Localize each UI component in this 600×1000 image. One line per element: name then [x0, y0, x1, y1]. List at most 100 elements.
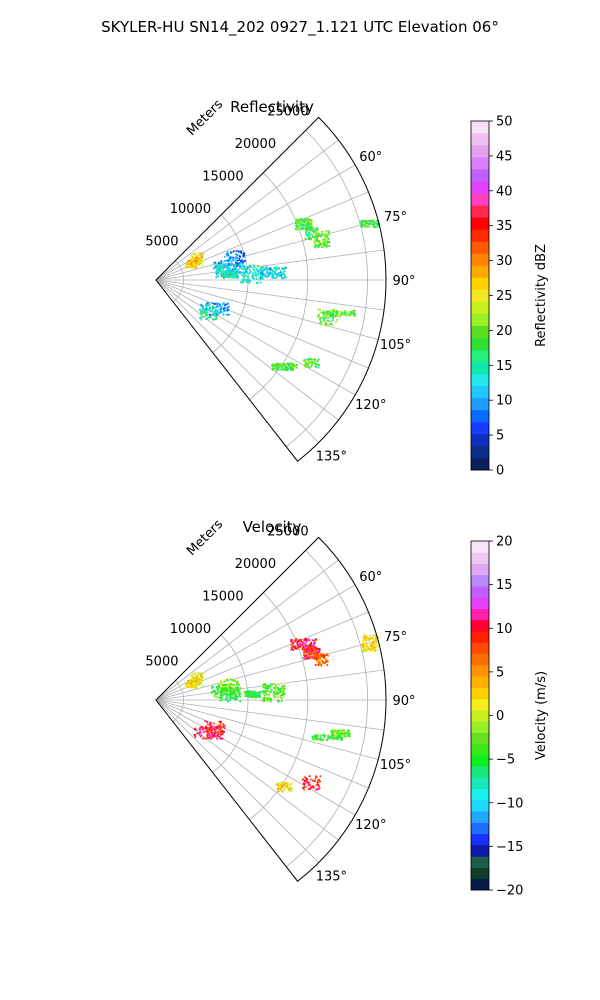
- echo-pixel: [199, 312, 202, 315]
- echo-pixel: [305, 779, 308, 782]
- echo-pixel: [283, 789, 285, 792]
- echo-pixel: [372, 225, 375, 228]
- echo-pixel: [229, 267, 231, 270]
- colorbar-segment: [471, 811, 489, 823]
- azimuth-tick-label: 120°: [355, 398, 386, 413]
- echo-pixel: [232, 267, 235, 270]
- echo-pixel: [199, 254, 202, 257]
- echo-pixel: [190, 266, 193, 269]
- echo-pixel: [220, 261, 223, 264]
- echo-pixel: [314, 638, 317, 641]
- echo-pixel: [361, 646, 364, 649]
- echo-pixel: [316, 228, 318, 230]
- echo-pixel: [220, 720, 222, 723]
- echo-pixel: [216, 305, 219, 308]
- echo-pixel: [232, 274, 235, 276]
- echo-pixel: [238, 694, 241, 697]
- echo-pixel: [307, 639, 310, 641]
- echo-pixel: [325, 244, 328, 246]
- echo-pixel: [280, 783, 283, 786]
- echo-pixel: [224, 272, 226, 275]
- echo-pixel: [328, 314, 331, 317]
- echo-pixel: [325, 315, 327, 318]
- echo-pixel: [285, 782, 287, 784]
- echo-pixel: [312, 647, 314, 650]
- echo-pixel: [317, 366, 320, 369]
- echo-pixel: [274, 696, 277, 699]
- echo-pixel: [304, 360, 307, 362]
- echo-pixel: [321, 230, 324, 233]
- colorbar-tick-label: 0: [496, 709, 504, 724]
- echo-pixel: [270, 269, 272, 271]
- echo-pixel: [231, 276, 234, 279]
- echo-pixel: [198, 681, 201, 683]
- echo-pixel: [295, 638, 298, 641]
- echo-pixel: [266, 271, 269, 274]
- echo-pixel: [206, 736, 209, 739]
- echo-pixel: [225, 253, 228, 255]
- echo-pixel: [318, 648, 321, 651]
- echo-pixel: [210, 737, 212, 740]
- echo-pixel: [375, 638, 377, 640]
- echo-pixel: [190, 263, 193, 266]
- echo-pixel: [303, 780, 306, 782]
- echo-pixel: [328, 323, 331, 326]
- echo-pixel: [310, 650, 313, 653]
- echo-pixel: [229, 678, 231, 681]
- echo-pixel: [287, 789, 290, 792]
- echo-pixel: [272, 363, 274, 366]
- echo-pixel: [304, 364, 306, 367]
- colorbar-segment: [471, 289, 489, 302]
- echo-pixel: [226, 275, 229, 278]
- colorbar-tick-label: 40: [496, 184, 513, 199]
- echo-pixel: [277, 267, 280, 270]
- echo-pixel: [342, 732, 345, 735]
- echo-pixel: [205, 727, 207, 730]
- echo-pixel: [275, 366, 278, 368]
- echo-pixel: [247, 278, 250, 280]
- echo-pixel: [235, 274, 238, 277]
- echo-pixel: [368, 647, 371, 650]
- echo-pixel: [201, 315, 204, 318]
- echo-pixel: [215, 726, 218, 729]
- echo-pixel: [271, 364, 274, 367]
- colorbar-segment: [471, 421, 489, 435]
- echo-pixel: [219, 682, 222, 685]
- echo-pixel: [224, 688, 227, 690]
- colorbar-segment: [471, 229, 489, 242]
- echo-pixel: [191, 256, 194, 259]
- echo-pixel: [220, 305, 223, 308]
- echo-pixel: [351, 312, 353, 315]
- echo-pixel: [276, 267, 278, 270]
- echo-pixel: [267, 271, 270, 274]
- echo-pixel: [319, 739, 322, 741]
- echo-pixel: [281, 276, 284, 279]
- echo-pixel: [310, 656, 312, 659]
- echo-pixel: [223, 689, 225, 691]
- echo-pixel: [201, 681, 203, 683]
- echo-pixel: [220, 689, 223, 691]
- echo-pixel: [284, 267, 287, 269]
- echo-pixel: [216, 269, 219, 272]
- echo-pixel: [322, 656, 325, 659]
- echo-pixel: [207, 728, 210, 731]
- echo-pixel: [322, 654, 325, 656]
- echo-pixel: [242, 256, 245, 258]
- echo-pixel: [194, 686, 197, 689]
- echo-pixel: [323, 245, 325, 248]
- echo-pixel: [192, 258, 194, 260]
- echo-pixel: [311, 735, 314, 738]
- echo-pixel: [244, 279, 246, 281]
- echo-pixel: [303, 783, 305, 786]
- echo-pixel: [313, 655, 316, 658]
- echo-pixel: [341, 312, 344, 315]
- echo-pixel: [375, 644, 378, 647]
- echo-pixel: [302, 657, 305, 659]
- echo-pixel: [276, 693, 279, 696]
- azimuth-tick-label: 135°: [316, 869, 347, 884]
- echo-pixel: [297, 219, 299, 221]
- echo-pixel: [199, 730, 202, 733]
- azimuth-gridline: [155, 220, 379, 281]
- echo-pixel: [348, 732, 351, 735]
